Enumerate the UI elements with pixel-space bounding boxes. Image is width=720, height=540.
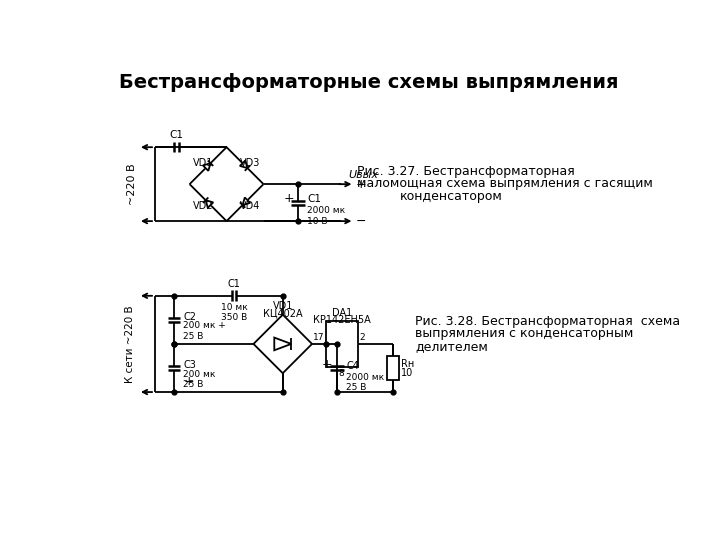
Text: КЦ402А: КЦ402А [263, 308, 302, 319]
Text: 200 мк
25 В: 200 мк 25 В [184, 369, 216, 389]
Text: 2000 мк
25 В: 2000 мк 25 В [346, 373, 384, 392]
Text: VD2: VD2 [193, 201, 214, 211]
Text: маломощная схема выпрямления с гасящим: маломощная схема выпрямления с гасящим [357, 177, 653, 190]
Text: C1: C1 [169, 130, 184, 140]
Text: VD3: VD3 [240, 158, 260, 167]
Bar [387, 356, 399, 380]
Text: Бестрансформаторные схемы выпрямления: Бестрансформаторные схемы выпрямления [120, 73, 618, 92]
Text: 200 мк +
25 В: 200 мк + 25 В [184, 321, 226, 341]
Text: +: + [284, 192, 294, 205]
Bar [326, 321, 359, 367]
Text: +: + [184, 375, 194, 388]
Text: 8: 8 [338, 369, 344, 379]
Text: Рис. 3.28. Бестрансформаторная  схема: Рис. 3.28. Бестрансформаторная схема [415, 315, 680, 328]
Text: Рис. 3.27. Бестрансформаторная: Рис. 3.27. Бестрансформаторная [357, 165, 575, 178]
Text: 10 мк
350 В: 10 мк 350 В [221, 303, 248, 322]
Text: +: + [322, 359, 333, 372]
Text: VD1: VD1 [273, 301, 293, 311]
Text: Uвых: Uвых [348, 170, 378, 180]
Text: КР142ЕН5А: КР142ЕН5А [313, 315, 371, 326]
Text: 2000 мк
10 В: 2000 мк 10 В [307, 206, 346, 226]
Text: VD1: VD1 [193, 158, 214, 167]
Text: VD4: VD4 [240, 201, 260, 211]
Text: 2: 2 [360, 333, 365, 342]
Text: −: − [356, 214, 366, 228]
Text: C4: C4 [346, 361, 359, 372]
Text: +: + [356, 178, 366, 191]
Text: делителем: делителем [415, 340, 488, 353]
Text: C2: C2 [184, 312, 197, 322]
Text: конденсатором: конденсатором [400, 190, 503, 202]
Text: К сети ~220 В: К сети ~220 В [125, 305, 135, 383]
Text: выпрямления с конденсаторным: выпрямления с конденсаторным [415, 327, 634, 340]
Text: DA1: DA1 [332, 308, 352, 318]
Text: C3: C3 [184, 360, 197, 370]
Text: C1: C1 [307, 194, 321, 204]
Text: Rн: Rн [401, 359, 415, 369]
Text: C1: C1 [228, 279, 240, 289]
Text: ~220 В: ~220 В [127, 163, 137, 205]
Text: 17: 17 [312, 333, 324, 342]
Text: 10: 10 [401, 368, 413, 379]
